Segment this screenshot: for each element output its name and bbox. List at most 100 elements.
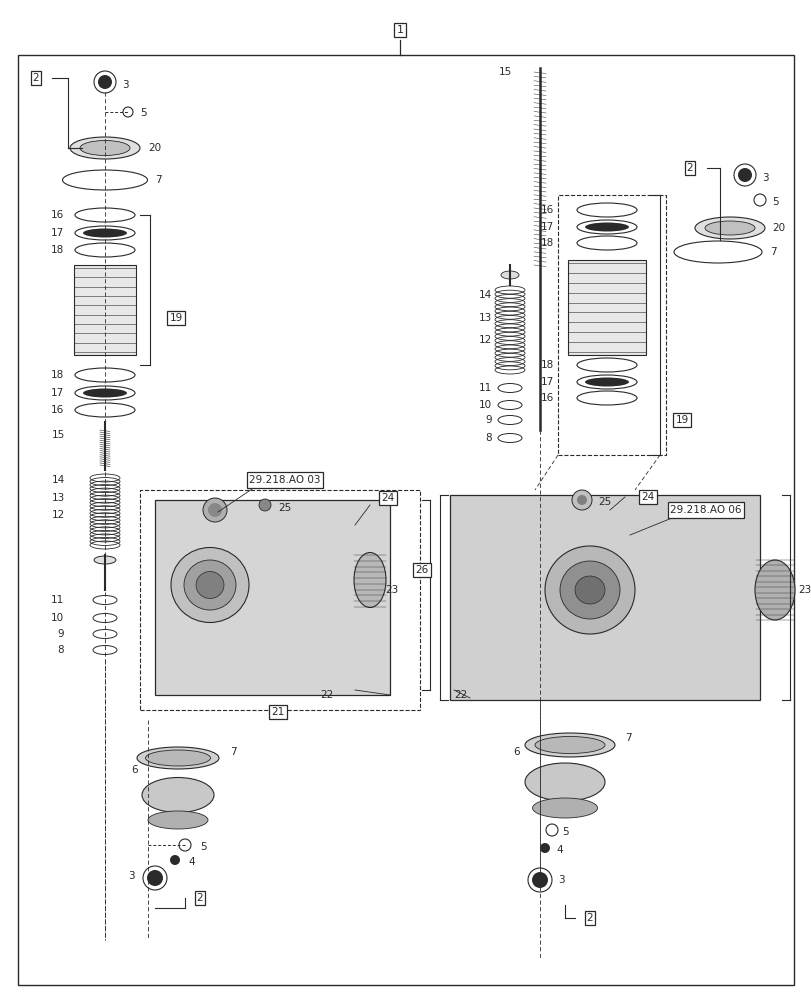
Text: 3: 3 bbox=[128, 871, 135, 881]
Text: 20: 20 bbox=[148, 143, 161, 153]
Ellipse shape bbox=[560, 561, 620, 619]
Text: 9: 9 bbox=[485, 415, 491, 425]
Ellipse shape bbox=[704, 221, 754, 235]
Text: 23: 23 bbox=[797, 585, 810, 595]
Ellipse shape bbox=[354, 552, 385, 607]
Ellipse shape bbox=[83, 229, 127, 237]
Bar bbox=[139, 490, 419, 710]
Text: 15: 15 bbox=[52, 430, 65, 440]
Text: 6: 6 bbox=[513, 747, 519, 757]
Circle shape bbox=[571, 490, 591, 510]
Text: 3: 3 bbox=[761, 173, 768, 183]
Text: 17: 17 bbox=[540, 377, 553, 387]
Ellipse shape bbox=[500, 271, 518, 279]
Text: 7: 7 bbox=[624, 733, 631, 743]
Text: 8: 8 bbox=[485, 433, 491, 443]
Bar bbox=[74, 265, 135, 355]
Text: 8: 8 bbox=[58, 645, 64, 655]
Ellipse shape bbox=[534, 736, 604, 754]
Circle shape bbox=[98, 75, 112, 89]
Ellipse shape bbox=[145, 750, 210, 766]
Ellipse shape bbox=[584, 377, 629, 386]
Text: 29.218.AO 03: 29.218.AO 03 bbox=[249, 475, 320, 485]
Text: 25: 25 bbox=[277, 503, 291, 513]
Text: 5: 5 bbox=[139, 108, 147, 118]
Circle shape bbox=[259, 499, 271, 511]
Text: 5: 5 bbox=[200, 842, 206, 852]
Bar bbox=[155, 500, 389, 695]
Text: 19: 19 bbox=[675, 415, 688, 425]
Ellipse shape bbox=[171, 548, 249, 622]
Text: 18: 18 bbox=[540, 238, 553, 248]
Bar bbox=[449, 495, 759, 700]
Ellipse shape bbox=[142, 778, 214, 812]
Text: 3: 3 bbox=[122, 80, 128, 90]
Text: 17: 17 bbox=[540, 222, 553, 232]
Text: 16: 16 bbox=[50, 210, 64, 220]
Ellipse shape bbox=[754, 560, 794, 620]
Ellipse shape bbox=[544, 546, 634, 634]
Ellipse shape bbox=[525, 763, 604, 801]
Text: 10: 10 bbox=[478, 400, 491, 410]
Ellipse shape bbox=[83, 388, 127, 397]
Text: 12: 12 bbox=[478, 335, 491, 345]
Text: 7: 7 bbox=[769, 247, 775, 257]
Ellipse shape bbox=[94, 556, 116, 564]
Bar bbox=[155, 500, 389, 695]
Text: 19: 19 bbox=[169, 313, 182, 323]
Text: 16: 16 bbox=[540, 205, 553, 215]
Text: 6: 6 bbox=[131, 765, 138, 775]
Text: 24: 24 bbox=[381, 493, 394, 503]
Text: 5: 5 bbox=[561, 827, 568, 837]
Ellipse shape bbox=[584, 223, 629, 232]
Circle shape bbox=[531, 872, 547, 888]
Text: 10: 10 bbox=[51, 613, 64, 623]
Text: 17: 17 bbox=[50, 388, 64, 398]
Text: 20: 20 bbox=[771, 223, 784, 233]
Bar bbox=[568, 260, 646, 355]
Circle shape bbox=[577, 495, 586, 505]
Text: 24: 24 bbox=[641, 492, 654, 502]
Text: 1: 1 bbox=[396, 25, 403, 35]
Text: 14: 14 bbox=[478, 290, 491, 300]
Bar bbox=[449, 495, 759, 700]
Circle shape bbox=[203, 498, 227, 522]
Text: 21: 21 bbox=[271, 707, 285, 717]
Text: 26: 26 bbox=[415, 565, 428, 575]
Ellipse shape bbox=[574, 576, 604, 604]
Text: 2: 2 bbox=[586, 913, 593, 923]
Ellipse shape bbox=[80, 140, 130, 155]
Text: 22: 22 bbox=[320, 690, 333, 700]
Circle shape bbox=[539, 843, 549, 853]
Text: 12: 12 bbox=[52, 510, 65, 520]
Bar bbox=[557, 195, 665, 455]
Text: 18: 18 bbox=[50, 370, 64, 380]
Text: 18: 18 bbox=[540, 360, 553, 370]
Text: 16: 16 bbox=[540, 393, 553, 403]
Text: 11: 11 bbox=[50, 595, 64, 605]
Text: 2: 2 bbox=[686, 163, 693, 173]
Text: 2: 2 bbox=[32, 73, 39, 83]
Text: 5: 5 bbox=[771, 197, 778, 207]
Text: 2: 2 bbox=[196, 893, 203, 903]
Text: 29.218.AO 06: 29.218.AO 06 bbox=[669, 505, 740, 515]
Ellipse shape bbox=[195, 572, 224, 598]
Ellipse shape bbox=[184, 560, 236, 610]
Text: 15: 15 bbox=[498, 67, 512, 77]
Bar bbox=[568, 260, 646, 355]
Ellipse shape bbox=[525, 733, 614, 757]
Ellipse shape bbox=[532, 798, 597, 818]
Text: 17: 17 bbox=[50, 228, 64, 238]
Ellipse shape bbox=[137, 747, 219, 769]
Text: 11: 11 bbox=[478, 383, 491, 393]
Text: 7: 7 bbox=[230, 747, 236, 757]
Text: 4: 4 bbox=[556, 845, 562, 855]
Text: 13: 13 bbox=[52, 493, 65, 503]
Text: 3: 3 bbox=[557, 875, 564, 885]
Text: 13: 13 bbox=[478, 313, 491, 323]
Circle shape bbox=[169, 855, 180, 865]
Text: 25: 25 bbox=[597, 497, 611, 507]
Ellipse shape bbox=[70, 137, 139, 159]
Text: 14: 14 bbox=[52, 475, 65, 485]
Ellipse shape bbox=[694, 217, 764, 239]
